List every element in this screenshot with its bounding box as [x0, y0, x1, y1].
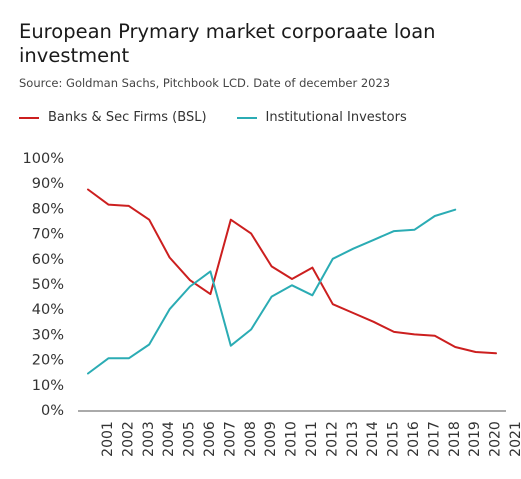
legend-label-institutional: Institutional Investors [265, 110, 407, 125]
x-tick-label: 2002 [120, 421, 136, 457]
chart-subtitle: Source: Goldman Sachs, Pitchbook LCD. Da… [19, 76, 391, 90]
x-tick-label: 2013 [345, 421, 361, 457]
x-tick-label: 2014 [365, 421, 381, 457]
legend-label-banks: Banks & Sec Firms (BSL) [48, 110, 207, 125]
chart-legend: Banks & Sec Firms (BSL) Institutional In… [19, 110, 437, 125]
series-lines [87, 188, 497, 375]
x-tick-label: 2019 [467, 421, 483, 457]
y-tick-label: 90% [32, 176, 64, 192]
y-tick-label: 40% [32, 302, 64, 318]
series-line-banks [87, 188, 497, 355]
x-tick-label: 2001 [100, 421, 116, 457]
x-tick-label: 2008 [243, 421, 259, 457]
y-tick-label: 30% [32, 327, 64, 343]
x-tick-label: 2009 [263, 421, 279, 457]
x-tick-label: 2004 [161, 421, 177, 457]
x-tick-label: 2012 [324, 421, 340, 457]
x-tick-label: 2003 [141, 421, 157, 457]
x-tick-label: 2006 [202, 421, 218, 457]
x-axis-ticks: 2001 2002 2003 2004 2005 2006 2007 2008 2009 2010… [100, 421, 521, 457]
y-tick-label: 50% [32, 277, 64, 293]
x-tick-label: 2021 [508, 421, 521, 457]
legend-swatch-banks [19, 116, 39, 119]
chart-title: European Prymary market corporaate loan … [19, 20, 436, 67]
y-tick-label: 80% [32, 201, 64, 217]
x-tick-label: 2007 [222, 421, 238, 457]
x-tick-label: 2015 [386, 421, 402, 457]
y-tick-label: 70% [32, 227, 64, 243]
legend-item-institutional: Institutional Investors [236, 110, 407, 125]
y-tick-label: 100% [23, 151, 64, 167]
x-tick-label: 2005 [182, 421, 198, 457]
x-tick-label: 2011 [304, 421, 320, 457]
legend-item-banks: Banks & Sec Firms (BSL) [19, 110, 207, 125]
x-tick-label: 2016 [406, 421, 422, 457]
series-line-institutional [87, 208, 457, 375]
y-tick-label: 20% [32, 353, 64, 369]
y-axis-ticks: 0% 10% 20% 30% 40% 50% 60% 70% 80% 90% 100% [23, 151, 64, 419]
x-tick-label: 2017 [426, 421, 442, 457]
y-tick-label: 0% [41, 403, 64, 419]
x-tick-label: 2018 [447, 421, 463, 457]
y-tick-label: 60% [32, 252, 64, 268]
x-tick-label: 2010 [284, 421, 300, 457]
legend-swatch-institutional [236, 116, 257, 119]
x-tick-label: 2020 [488, 421, 504, 457]
y-tick-label: 10% [32, 378, 64, 394]
